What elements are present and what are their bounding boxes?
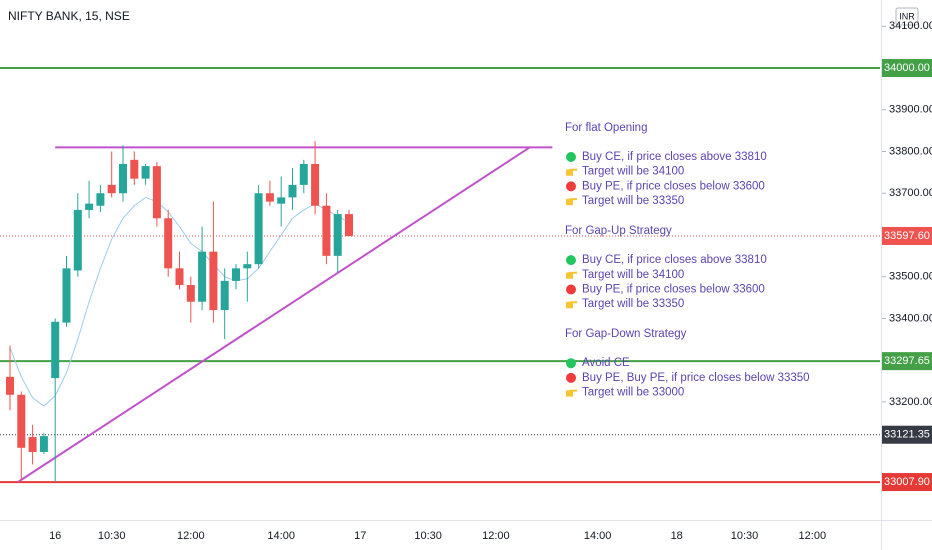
y-tick-label: 33800.00 xyxy=(889,145,932,157)
price-label: 33121.35 xyxy=(884,429,930,441)
note-text: Target will be 33000 xyxy=(582,387,684,399)
note-text: Avoid CE xyxy=(582,357,630,369)
note-icon xyxy=(566,284,576,295)
candle-body xyxy=(164,218,173,269)
candle-body xyxy=(73,209,82,271)
candle-body xyxy=(220,280,229,311)
y-tick-label: 34100.00 xyxy=(889,20,932,32)
x-tick-label: 14:00 xyxy=(267,530,295,542)
y-tick-label: 33500.00 xyxy=(889,271,932,283)
price-label-box xyxy=(882,352,932,371)
candle-body xyxy=(17,394,26,448)
note-text: Target will be 34100 xyxy=(582,269,684,281)
candle-body xyxy=(345,214,353,236)
price-label-box xyxy=(882,473,932,492)
note-heading: For Gap-Down Strategy xyxy=(565,328,687,340)
candle-body xyxy=(299,164,308,185)
x-tick-label: 10:30 xyxy=(98,530,126,542)
currency-label: INR xyxy=(899,11,915,21)
x-tick-label: 17 xyxy=(354,530,366,542)
candle-body xyxy=(96,193,105,206)
candle-body xyxy=(288,184,297,198)
x-tick-label: 12:00 xyxy=(482,530,510,542)
note-text: Buy PE, if price closes below 33600 xyxy=(582,180,765,192)
currency-badge xyxy=(895,7,919,26)
candle-body xyxy=(333,214,342,256)
note-heading: For flat Opening xyxy=(565,122,647,134)
note-text: Buy CE, if price closes above 33810 xyxy=(582,151,767,163)
note-icon xyxy=(566,389,577,397)
price-label: 33007.90 xyxy=(884,476,930,488)
candle-body xyxy=(152,166,161,219)
x-tick-label: 12:00 xyxy=(177,530,205,542)
y-tick-label: 33900.00 xyxy=(889,104,932,116)
candle-body xyxy=(141,166,150,179)
x-tick-label: 16 xyxy=(49,530,61,542)
note-icon xyxy=(566,198,577,206)
x-tick-label: 10:30 xyxy=(414,530,442,542)
note-text: Buy PE, if price closes below 33600 xyxy=(582,284,765,296)
note-text: Target will be 33350 xyxy=(582,195,684,207)
price-label: 33297.65 xyxy=(884,355,930,367)
candle-body xyxy=(119,164,127,194)
y-tick-label: 33700.00 xyxy=(889,187,932,199)
x-tick-label: 14:00 xyxy=(584,530,612,542)
price-label-box xyxy=(882,425,932,444)
candle-body xyxy=(175,268,184,286)
candle-body xyxy=(311,164,320,206)
candle-body xyxy=(322,205,331,256)
x-tick-label: 10:30 xyxy=(731,530,759,542)
note-icon xyxy=(566,168,577,176)
note-text: Target will be 34100 xyxy=(582,166,684,178)
candle-body xyxy=(39,436,48,452)
candle-body xyxy=(254,193,263,265)
price-label-box xyxy=(882,59,932,78)
candle-body xyxy=(198,251,207,302)
price-label: 33597.60 xyxy=(884,230,930,242)
candle-body xyxy=(85,203,94,210)
y-tick-label: 33400.00 xyxy=(889,312,932,324)
candle-body xyxy=(6,376,14,395)
candle-body xyxy=(265,193,274,202)
trend-line xyxy=(17,146,531,483)
price-label: 34000.00 xyxy=(884,62,930,74)
candle-body xyxy=(186,285,195,302)
candle-body xyxy=(232,268,240,281)
chart-title: NIFTY BANK, 15, NSE xyxy=(8,9,130,23)
candle-body xyxy=(277,197,286,204)
x-tick-label: 18 xyxy=(671,530,683,542)
candle-body xyxy=(130,159,139,179)
note-text: Target will be 33350 xyxy=(582,298,684,310)
candle-body xyxy=(51,321,60,379)
candle-body xyxy=(28,436,37,452)
note-icon xyxy=(566,372,576,383)
note-icon xyxy=(566,152,576,162)
note-icon xyxy=(566,271,577,279)
y-tick-label: 33200.00 xyxy=(889,396,932,408)
x-tick-label: 12:00 xyxy=(799,530,827,542)
candle-body xyxy=(209,251,218,311)
note-text: Buy CE, if price closes above 33810 xyxy=(582,254,767,266)
note-icon xyxy=(566,255,576,266)
average-line xyxy=(9,196,350,407)
candle-body xyxy=(107,184,116,194)
note-heading: For Gap-Up Strategy xyxy=(565,225,672,237)
note-icon xyxy=(566,358,576,369)
candle-body xyxy=(62,268,71,323)
note-icon xyxy=(566,181,576,192)
price-label-box xyxy=(882,226,932,245)
note-icon xyxy=(566,301,577,309)
note-text: Buy PE, Buy PE, if price closes below 33… xyxy=(582,372,810,384)
candle-body xyxy=(243,264,252,269)
